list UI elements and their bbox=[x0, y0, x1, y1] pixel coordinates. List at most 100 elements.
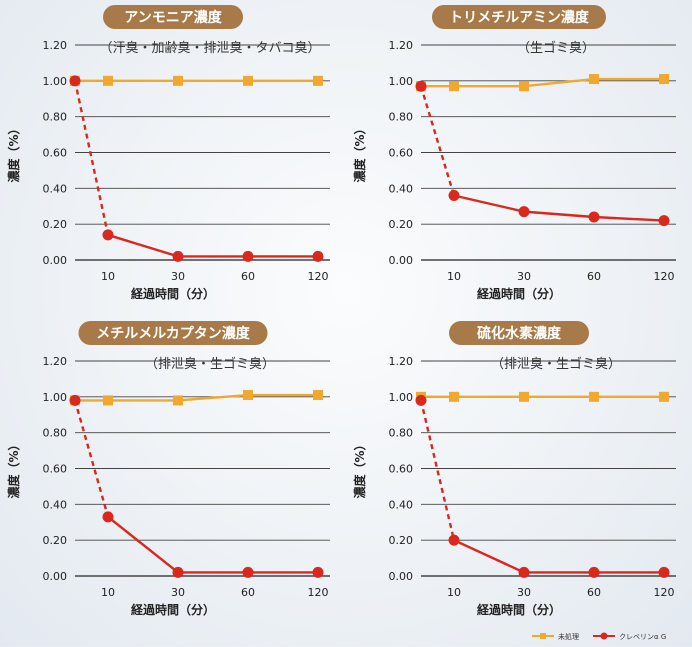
title-pill bbox=[78, 321, 268, 345]
chart-panel-methyl-mercaptan: メチルメルカプタン濃度 （排泄臭・生ゴミ臭） 0.00 0.20 0.40 0.60 0.8… bbox=[0, 316, 346, 617]
y-tick-label: 0.60 bbox=[43, 463, 68, 476]
y-tick-label: 0.80 bbox=[389, 427, 414, 440]
y-tick-label: 0.20 bbox=[43, 534, 68, 547]
data-point-untreated bbox=[103, 75, 113, 86]
data-point-untreated bbox=[173, 75, 183, 86]
y-tick-label: 1.20 bbox=[389, 355, 414, 368]
x-tick-label: 60 bbox=[587, 586, 601, 599]
legend: 未処理 クレベリンα G bbox=[530, 628, 690, 642]
legend-marker-square bbox=[540, 633, 546, 639]
data-point-treated bbox=[518, 566, 530, 578]
data-point-untreated bbox=[519, 391, 529, 402]
data-point-treated bbox=[69, 394, 81, 406]
y-axis-label: 濃度（%） bbox=[352, 438, 367, 498]
data-point-treated bbox=[312, 566, 324, 578]
chart-svg: 硫化水素濃度 （排泄臭・生ゴミ臭） 0.00 0.20 0.40 0.60 0.80 1.00… bbox=[352, 321, 676, 617]
series-line bbox=[107, 515, 318, 574]
x-tick-label: 120 bbox=[654, 586, 675, 599]
data-point-untreated bbox=[173, 395, 183, 406]
y-tick-label: 1.20 bbox=[389, 39, 414, 52]
title-pill bbox=[432, 5, 606, 29]
y-tick-label: 0.00 bbox=[43, 254, 68, 267]
data-point-untreated bbox=[313, 75, 323, 86]
y-tick-label: 0.40 bbox=[389, 182, 414, 195]
data-point-treated bbox=[69, 75, 81, 87]
data-point-treated bbox=[242, 250, 254, 262]
x-tick-label: 120 bbox=[308, 586, 329, 599]
chart-panel-ammonia: アンモニア濃度 （汗臭・加齢臭・排泄臭・タバコ臭） 0.00 0.20 0.40 0.60… bbox=[0, 0, 346, 301]
series-line bbox=[108, 393, 318, 402]
data-point-untreated bbox=[313, 390, 323, 401]
x-tick-label: 30 bbox=[171, 586, 185, 599]
y-tick-label: 0.00 bbox=[43, 570, 68, 583]
chart-subtitle: （排泄臭・生ゴミ臭） bbox=[491, 356, 621, 372]
data-point-treated bbox=[102, 511, 114, 523]
x-axis-label: 経過時間（分） bbox=[477, 286, 561, 301]
data-point-untreated bbox=[659, 391, 669, 402]
chart-svg: トリメチルアミン濃度 （生ゴミ臭） 0.00 0.20 0.40 0.60 0.80 1.00… bbox=[352, 5, 676, 301]
x-tick-label: 10 bbox=[447, 586, 461, 599]
y-tick-label: 0.60 bbox=[43, 147, 68, 160]
x-tick-label: 30 bbox=[171, 270, 185, 283]
y-tick-label: 0.40 bbox=[389, 498, 414, 511]
y-tick-label: 0.80 bbox=[389, 111, 414, 124]
y-axis-label: 濃度（%） bbox=[6, 122, 21, 182]
y-tick-label: 0.80 bbox=[43, 111, 68, 124]
data-point-untreated bbox=[589, 74, 599, 85]
y-axis-label: 濃度（%） bbox=[6, 438, 21, 498]
x-tick-label: 10 bbox=[101, 586, 115, 599]
y-tick-label: 0.20 bbox=[43, 218, 68, 231]
data-point-untreated bbox=[449, 81, 459, 92]
chart-subtitle: （汗臭・加齢臭・排泄臭・タバコ臭） bbox=[99, 41, 320, 56]
chart-title: 硫化水素濃度 bbox=[477, 325, 562, 342]
data-point-treated bbox=[518, 206, 530, 218]
y-tick-label: 1.00 bbox=[389, 75, 414, 88]
data-point-untreated bbox=[243, 75, 253, 86]
data-point-untreated bbox=[449, 391, 459, 402]
x-tick-label: 60 bbox=[241, 586, 255, 599]
x-tick-label: 30 bbox=[517, 270, 531, 283]
data-point-treated bbox=[448, 190, 460, 201]
x-tick-label: 10 bbox=[101, 270, 115, 283]
series-line-segment bbox=[73, 80, 110, 236]
chart-svg: メチルメルカプタン濃度 （排泄臭・生ゴミ臭） 0.00 0.20 0.40 0.60 0.8… bbox=[6, 321, 330, 617]
y-tick-label: 0.20 bbox=[389, 534, 414, 547]
data-point-treated bbox=[448, 534, 460, 546]
y-tick-label: 0.40 bbox=[43, 182, 68, 195]
series-line bbox=[453, 194, 665, 222]
legend-label: 未処理 bbox=[558, 632, 579, 641]
x-tick-label: 120 bbox=[308, 270, 329, 283]
data-point-treated bbox=[588, 211, 600, 223]
x-axis-label: 経過時間（分） bbox=[131, 286, 215, 301]
chart-subtitle: （排泄臭・生ゴミ臭） bbox=[145, 356, 275, 372]
data-point-treated bbox=[658, 566, 670, 578]
data-point-untreated bbox=[243, 390, 253, 401]
y-tick-label: 1.20 bbox=[43, 355, 68, 368]
legend-marker-circle bbox=[600, 632, 608, 640]
series-line bbox=[453, 539, 664, 574]
data-point-treated bbox=[312, 250, 324, 262]
title-pill bbox=[449, 321, 589, 345]
data-point-treated bbox=[415, 394, 427, 406]
series-line-segment bbox=[419, 85, 456, 196]
y-tick-label: 1.00 bbox=[43, 75, 68, 88]
chart-panel-hydrogen-sulfide: 硫化水素濃度 （排泄臭・生ゴミ臭） 0.00 0.20 0.40 0.60 0.80 1.00… bbox=[346, 316, 692, 617]
series-line-segment bbox=[73, 400, 110, 518]
data-point-treated bbox=[415, 80, 427, 92]
chart-title: トリメチルアミン濃度 bbox=[449, 9, 590, 26]
x-axis-label: 経過時間（分） bbox=[477, 602, 561, 617]
y-tick-label: 0.40 bbox=[43, 498, 68, 511]
y-tick-label: 0.60 bbox=[389, 147, 414, 160]
data-point-untreated bbox=[659, 74, 669, 85]
x-tick-label: 60 bbox=[587, 270, 601, 283]
title-pill bbox=[103, 5, 243, 29]
x-tick-label: 10 bbox=[447, 270, 461, 283]
series-line bbox=[107, 233, 318, 258]
legend-svg: 未処理 クレベリンα G bbox=[532, 632, 666, 641]
chart-title: アンモニア濃度 bbox=[124, 9, 222, 26]
data-point-treated bbox=[102, 229, 114, 241]
y-tick-label: 0.00 bbox=[389, 570, 414, 583]
chart-subtitle: （生ゴミ臭） bbox=[517, 40, 595, 56]
chart-title: メチルメルカプタン濃度 bbox=[96, 325, 251, 342]
data-point-treated bbox=[172, 250, 184, 262]
